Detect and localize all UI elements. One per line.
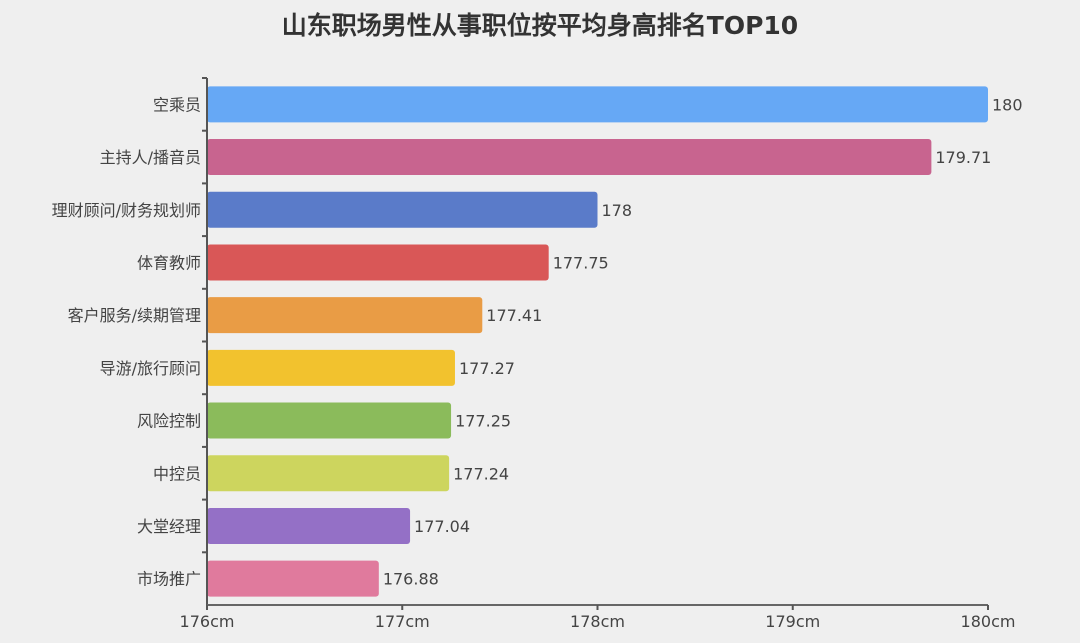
bar bbox=[207, 139, 932, 176]
value-label: 179.71 bbox=[935, 148, 991, 167]
value-label: 177.24 bbox=[453, 464, 509, 483]
bar bbox=[207, 191, 598, 228]
category-label: 风险控制 bbox=[137, 412, 201, 431]
bar bbox=[207, 507, 411, 544]
bar bbox=[207, 402, 452, 439]
value-label: 177.25 bbox=[455, 412, 511, 431]
value-label: 177.27 bbox=[459, 359, 515, 378]
x-tick-label: 180cm bbox=[961, 612, 1016, 631]
category-label: 客户服务/续期管理 bbox=[68, 306, 201, 325]
x-tick-label: 177cm bbox=[375, 612, 430, 631]
bar bbox=[207, 297, 483, 334]
x-tick-label: 178cm bbox=[570, 612, 625, 631]
value-label: 176.88 bbox=[383, 570, 439, 589]
bar bbox=[207, 349, 455, 386]
bar bbox=[207, 86, 988, 123]
category-label: 大堂经理 bbox=[137, 517, 201, 536]
category-label: 中控员 bbox=[153, 464, 201, 483]
value-label: 180 bbox=[992, 95, 1023, 114]
value-label: 178 bbox=[602, 201, 633, 220]
chart-title: 山东职场男性从事职位按平均身高排名TOP10 bbox=[281, 11, 799, 40]
value-label: 177.41 bbox=[486, 306, 542, 325]
value-label: 177.04 bbox=[414, 517, 470, 536]
bar bbox=[207, 455, 450, 492]
category-label: 导游/旅行顾问 bbox=[100, 359, 201, 378]
category-label: 体育教师 bbox=[137, 253, 201, 272]
category-label: 理财顾问/财务规划师 bbox=[52, 201, 201, 220]
bar bbox=[207, 560, 379, 597]
category-label: 主持人/播音员 bbox=[100, 148, 201, 167]
bar bbox=[207, 244, 549, 281]
x-tick-label: 179cm bbox=[765, 612, 820, 631]
category-label: 市场推广 bbox=[137, 570, 201, 589]
category-label: 空乘员 bbox=[153, 95, 201, 114]
value-label: 177.75 bbox=[553, 253, 609, 272]
x-tick-label: 176cm bbox=[180, 612, 235, 631]
